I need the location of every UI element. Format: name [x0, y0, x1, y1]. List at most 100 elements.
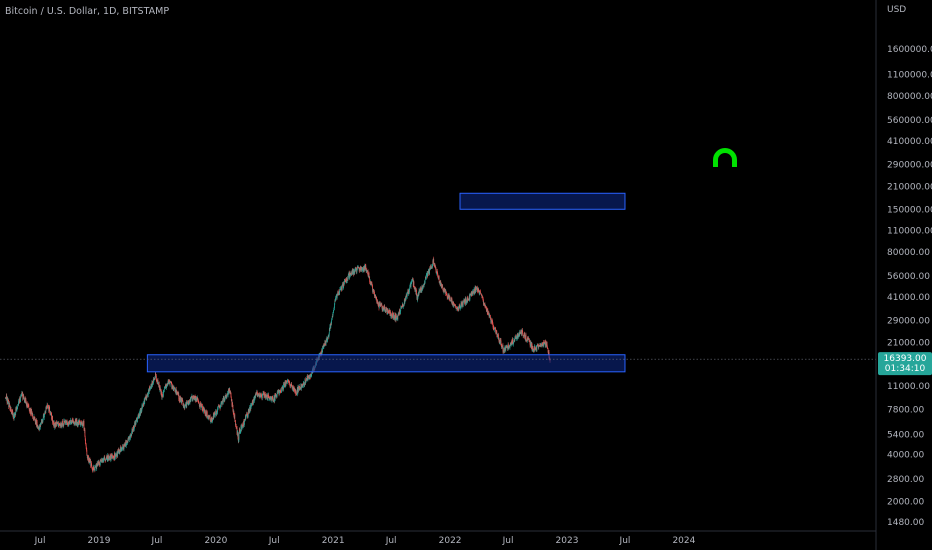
candle-body: [90, 461, 92, 467]
candle-body: [109, 457, 111, 459]
candle-body: [283, 383, 284, 390]
candle-body: [525, 338, 526, 340]
candle-body: [67, 422, 68, 425]
candle-body: [10, 406, 12, 412]
candle-body: [44, 412, 46, 415]
magnet-icon[interactable]: [713, 148, 737, 171]
candle-body: [305, 380, 307, 382]
candle-body: [101, 459, 102, 462]
candle-body: [32, 413, 34, 418]
candle-body: [103, 458, 105, 461]
candle-body: [331, 316, 333, 319]
candle-body: [409, 285, 411, 287]
candle-body: [427, 272, 429, 273]
candle-body: [343, 286, 344, 288]
candle-body: [129, 436, 130, 440]
candle-body: [331, 320, 332, 324]
candle-body: [414, 288, 416, 291]
candle-body: [215, 411, 216, 415]
candle-body: [522, 332, 524, 336]
candle-body: [344, 279, 346, 281]
candle-body: [420, 287, 422, 290]
candle-body: [117, 450, 119, 452]
candle-body: [48, 407, 50, 411]
candle-body: [115, 455, 117, 456]
candle-body: [396, 317, 398, 318]
candle-body: [134, 422, 135, 428]
zone-rectangle[interactable]: [459, 192, 626, 210]
candle-body: [57, 423, 59, 427]
candle-body: [22, 398, 24, 400]
candle-body: [522, 329, 523, 333]
candle-body: [151, 385, 152, 388]
candle-body: [288, 380, 289, 382]
candle-body: [537, 345, 538, 346]
candle-body: [122, 445, 124, 449]
candle-body: [230, 392, 232, 393]
candle-body: [495, 330, 497, 334]
candle-body: [133, 427, 135, 430]
candle-body: [217, 406, 219, 409]
candle-body: [82, 425, 84, 426]
candle-body: [233, 410, 235, 417]
candle-body: [71, 419, 73, 423]
candle-body: [71, 420, 72, 425]
x-axis[interactable]: Jul 2019 Jul 2020 Jul 2021 Jul 2022 Jul 2023 Jul 20…: [34, 536, 696, 546]
candle-body: [197, 400, 199, 402]
candle-body: [411, 280, 413, 281]
candle-body: [356, 268, 357, 273]
candle-body: [480, 293, 482, 295]
candle-body: [419, 291, 420, 293]
candle-body: [56, 423, 58, 425]
candle-body: [126, 442, 128, 444]
candle-body: [124, 444, 125, 446]
symbol-title[interactable]: Bitcoin / U.S. Dollar, 1D, BITSTAMP: [5, 6, 169, 17]
candle-body: [58, 425, 59, 427]
candle-body: [335, 295, 337, 297]
candle-body: [184, 407, 186, 409]
x-tick-label: Jul: [268, 536, 280, 546]
candle-body: [204, 409, 206, 415]
candle-body: [166, 384, 168, 386]
candle-body: [310, 376, 312, 377]
candle-body: [135, 420, 137, 422]
candle-body: [388, 312, 390, 313]
candle-body: [109, 458, 110, 459]
candle-body: [104, 457, 106, 460]
y-tick-label: 1600000.00: [887, 45, 932, 55]
candle-body: [267, 394, 269, 399]
candle-body: [80, 422, 82, 425]
candle-body: [478, 290, 480, 293]
candle-body: [190, 398, 192, 401]
candle-body: [20, 396, 22, 398]
zone-rectangle[interactable]: [146, 354, 626, 373]
candle-body: [292, 385, 294, 389]
candle-body: [145, 395, 147, 398]
y-axis[interactable]: 1480.00 2000.00 2800.00 4000.00 5400.00 7800.…: [887, 45, 932, 528]
candle-body: [213, 414, 215, 418]
candle-body: [370, 281, 372, 284]
candle-body: [251, 403, 253, 404]
candle-body: [153, 378, 154, 384]
candle-body: [88, 455, 89, 461]
candle-body: [79, 422, 81, 425]
candle-body: [505, 346, 507, 351]
candle-body: [497, 335, 498, 338]
candle-body: [252, 400, 254, 404]
candle-body: [21, 394, 22, 396]
candle-body: [520, 331, 522, 334]
candle-body: [217, 408, 219, 409]
candle-body: [28, 405, 30, 409]
candle-body: [514, 338, 516, 342]
candle-body: [235, 424, 237, 427]
candle-body: [24, 401, 26, 403]
candle-body: [420, 287, 421, 291]
candle-body: [515, 336, 516, 339]
candle-body: [29, 409, 31, 411]
candle-body: [81, 421, 83, 426]
candle-body: [163, 389, 165, 391]
candle-body: [271, 396, 273, 401]
candle-body: [141, 410, 142, 412]
candle-body: [256, 391, 258, 396]
